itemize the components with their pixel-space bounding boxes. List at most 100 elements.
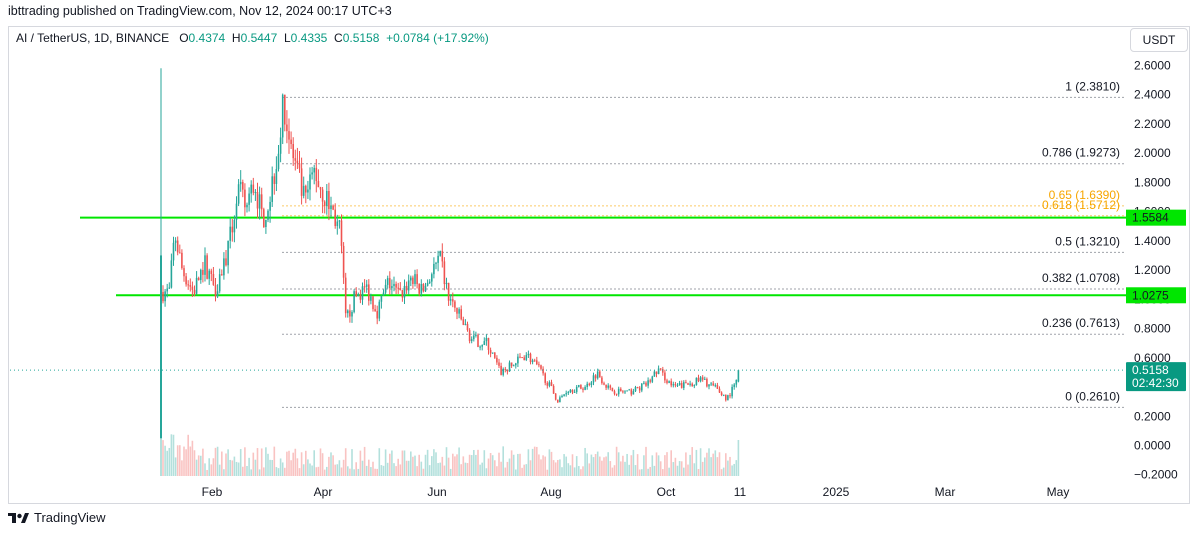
candle-body <box>189 285 192 287</box>
candle-body <box>174 240 177 243</box>
volume-bar <box>361 460 364 476</box>
candle-body <box>536 360 538 365</box>
horizontal-levels[interactable] <box>80 216 1126 297</box>
volume-bar <box>389 453 391 476</box>
candle-body <box>317 181 320 188</box>
volume-bar <box>697 469 700 476</box>
volume-bar <box>174 457 177 476</box>
close-value: 0.5158 <box>342 31 380 45</box>
candle-body <box>668 381 670 383</box>
y-tick-label: 2.0000 <box>1134 146 1171 160</box>
candle-body <box>664 372 666 381</box>
volume-bar <box>712 453 714 476</box>
candle-body <box>706 378 708 387</box>
volume-bar <box>502 446 504 476</box>
candle-body <box>355 291 357 297</box>
candle-body <box>540 365 542 369</box>
volume-bar <box>554 462 557 476</box>
candle-body <box>267 210 269 220</box>
volume-bar <box>475 454 477 476</box>
candle-body <box>296 160 299 164</box>
volume-bar <box>374 468 376 476</box>
candle-body <box>454 301 456 308</box>
candle-body <box>670 381 672 386</box>
volume-bar <box>485 468 488 476</box>
candle-body <box>605 384 607 388</box>
candle-body <box>326 190 328 206</box>
high-label: H <box>231 31 241 45</box>
volume-bar <box>657 455 660 476</box>
volume-bar <box>582 466 584 476</box>
candle-body <box>214 284 217 297</box>
volume-bar <box>179 445 181 476</box>
currency-button[interactable]: USDT <box>1130 28 1188 52</box>
candle-body <box>571 389 574 393</box>
fibonacci-retracement[interactable]: 1 (2.3810) 0.786 (1.9273) 0.65 (1.6390)0.6… <box>282 79 1125 408</box>
volume-bar <box>258 469 261 476</box>
candle-body <box>687 383 689 385</box>
price-axis[interactable]: 2.60002.40002.20002.00001.80001.60001.40… <box>1134 58 1178 481</box>
x-tick-label: Jun <box>427 485 446 499</box>
candle-body <box>588 383 591 385</box>
volume-bar <box>391 450 393 476</box>
volume-bar <box>252 452 255 476</box>
candle-body <box>260 194 263 210</box>
candle-body <box>168 287 171 289</box>
candle-body <box>412 277 414 284</box>
candle-body <box>489 349 492 354</box>
volume-bar <box>470 455 473 476</box>
candle-body <box>468 330 471 342</box>
volume-bar <box>315 467 318 476</box>
volume-bar <box>561 467 563 476</box>
candle-body <box>483 341 486 346</box>
candle-body <box>538 364 540 366</box>
candle-body <box>319 187 322 190</box>
volume-bar <box>515 469 517 476</box>
volume-bar <box>437 463 439 476</box>
volume-bar <box>680 461 683 476</box>
candle-body <box>405 285 408 291</box>
y-tick-label: −0.2000 <box>1134 468 1178 482</box>
volume-bar <box>479 464 481 476</box>
volume-bar <box>630 455 633 476</box>
candle-body <box>498 362 500 366</box>
candle-body <box>254 192 257 194</box>
candle-body <box>424 285 427 292</box>
volume-bar <box>265 447 267 476</box>
volume-bar <box>242 466 244 476</box>
x-tick-label: May <box>1047 485 1070 499</box>
volume-bar <box>267 453 269 476</box>
volume-bar <box>214 447 217 476</box>
volume-bar <box>653 465 656 476</box>
candle-body <box>380 295 383 302</box>
candle-body <box>351 311 353 317</box>
y-tick-label: 1.4000 <box>1134 234 1171 248</box>
candle-body <box>557 399 559 403</box>
candle-body <box>414 274 416 284</box>
candle-body <box>466 323 469 331</box>
volume-bar <box>208 458 210 476</box>
candle-body <box>248 193 250 205</box>
candle-body <box>559 397 561 403</box>
volume-bar <box>399 464 402 476</box>
candle-body <box>567 392 570 394</box>
volume-bar <box>544 456 546 476</box>
symbol-name[interactable]: AI / TetherUS, 1D, BINANCE <box>16 31 170 45</box>
footer-brand[interactable]: TradingView <box>8 510 106 525</box>
volume-bar <box>628 464 630 476</box>
volume-bar <box>695 449 698 476</box>
volume-bar <box>439 462 441 476</box>
candle-body <box>210 270 213 274</box>
last-price-badge <box>1126 362 1186 392</box>
volume-bar <box>464 462 467 476</box>
x-tick-label: Aug <box>540 485 561 499</box>
time-axis[interactable]: Feb Apr Jun Aug Oct 11 2025 Mar May <box>202 485 1070 499</box>
candle-body <box>708 384 710 387</box>
volume-bar <box>378 448 381 476</box>
volume-bar <box>433 449 435 476</box>
candle-body <box>733 384 735 387</box>
volume-bar <box>269 459 271 476</box>
x-tick-label: Oct <box>657 485 676 499</box>
volume-bar <box>221 451 223 476</box>
